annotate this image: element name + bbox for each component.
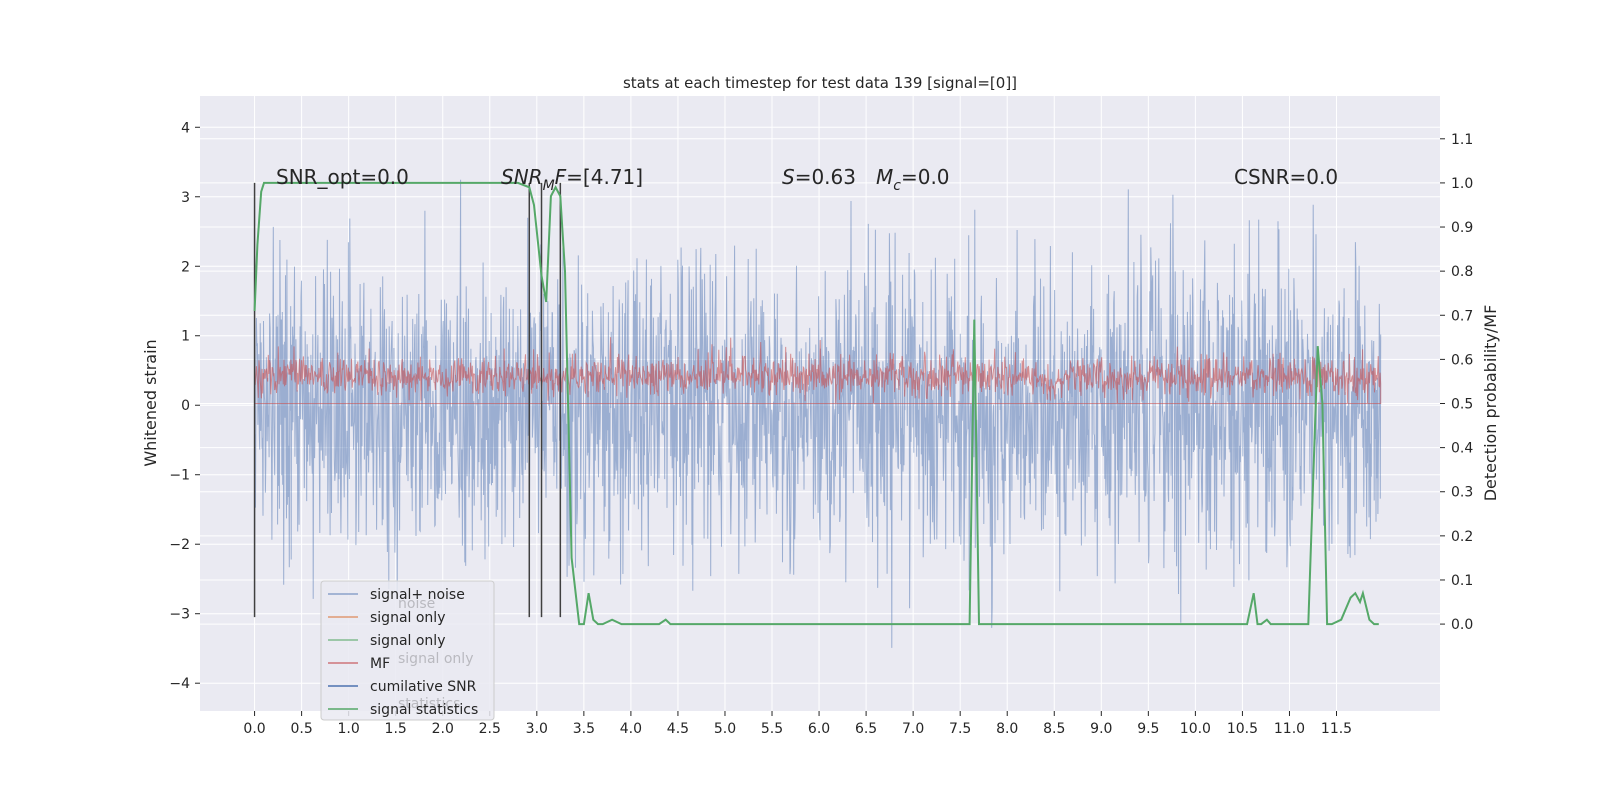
x-tick-label: 11.0 xyxy=(1274,721,1305,737)
annotation-snr-opt: SNR_opt=0.0 xyxy=(276,165,409,189)
y2-tick-label: 0.0 xyxy=(1451,617,1473,633)
y-tick-label: 2 xyxy=(181,259,190,275)
legend-label: signal only xyxy=(370,633,445,649)
x-tick-label: 5.0 xyxy=(714,721,736,737)
x-tick-label: 8.0 xyxy=(996,721,1018,737)
x-tick-label: 3.0 xyxy=(526,721,548,737)
y2-axis-ticks: 0.0 0.1 0.2 0.3 0.4 0.5 0.6 0.7 0.8 0.9 1.0 1.1 xyxy=(1440,132,1473,633)
y2-tick-label: 0.5 xyxy=(1451,397,1473,413)
y2-tick-label: 1.0 xyxy=(1451,176,1473,192)
y2-tick-label: 0.9 xyxy=(1451,220,1473,236)
x-tick-label: 10.0 xyxy=(1180,721,1211,737)
x-tick-label: 6.0 xyxy=(808,721,830,737)
legend-label: signal+ noise xyxy=(370,587,465,603)
series-mf xyxy=(254,337,1382,404)
y2-tick-label: 0.6 xyxy=(1451,352,1473,368)
legend-ghost-label: signal only xyxy=(398,651,473,667)
annotation-snr-mf: SNRMF=[4.71] xyxy=(501,165,643,194)
annotation-mc: Mc=0.0 xyxy=(876,165,950,194)
mf-line xyxy=(254,337,1382,404)
y-tick-label: −2 xyxy=(169,537,190,553)
x-tick-label: 7.0 xyxy=(902,721,924,737)
legend-label: signal only xyxy=(370,610,445,626)
y-tick-label: 1 xyxy=(181,329,190,345)
y-axis-ticks: −4 −3 −2 −1 0 1 2 3 4 xyxy=(169,120,200,692)
signal-statistics-line xyxy=(253,181,1379,626)
series-signal-statistics xyxy=(253,181,1379,626)
x-tick-label: 2.5 xyxy=(479,721,501,737)
y2-tick-label: 1.1 xyxy=(1451,132,1473,148)
y-tick-label: 3 xyxy=(181,190,190,206)
legend-label: signal statistics xyxy=(370,702,478,718)
x-tick-label: 6.5 xyxy=(855,721,877,737)
y-tick-label: −4 xyxy=(169,676,190,692)
x-tick-label: 0.5 xyxy=(290,721,312,737)
x-tick-label: 1.5 xyxy=(385,721,407,737)
signal-plus-noise-line xyxy=(254,179,1382,648)
y-tick-label: 4 xyxy=(181,120,190,136)
annotation-s: S=0.63 xyxy=(782,165,856,189)
x-tick-label: 1.0 xyxy=(338,721,360,737)
series-signal-plus-noise xyxy=(254,179,1382,648)
legend-label: cumilative SNR xyxy=(370,679,477,695)
legend-ghost-entries: noise signal only statistics xyxy=(398,596,473,712)
x-tick-label: 7.5 xyxy=(949,721,971,737)
legend-label: MF xyxy=(370,656,390,672)
y2-tick-label: 0.7 xyxy=(1451,308,1473,324)
x-tick-label: 2.0 xyxy=(432,721,454,737)
x-tick-label: 4.0 xyxy=(620,721,642,737)
annotation-csnr: CSNR=0.0 xyxy=(1234,165,1338,189)
x-tick-label: 5.5 xyxy=(761,721,783,737)
y2-tick-label: 0.4 xyxy=(1451,441,1473,457)
legend-box xyxy=(320,580,495,721)
x-tick-label: 0.0 xyxy=(243,721,265,737)
x-tick-label: 9.5 xyxy=(1137,721,1159,737)
y2-axis-label: Detection probability/MF xyxy=(1481,305,1500,502)
vertical-markers xyxy=(253,182,562,618)
x-tick-label: 11.5 xyxy=(1321,721,1352,737)
legend-ghost-label: statistics xyxy=(398,696,460,712)
y2-tick-label: 0.2 xyxy=(1451,529,1473,545)
y-tick-label: −1 xyxy=(169,468,190,484)
annotation-s-value: =0.63 xyxy=(795,165,856,189)
annotation-snr-mf-value: =[4.71] xyxy=(566,165,643,189)
y2-tick-label: 0.8 xyxy=(1451,264,1473,280)
x-tick-label: 4.5 xyxy=(667,721,689,737)
x-tick-label: 10.5 xyxy=(1227,721,1258,737)
x-tick-label: 9.0 xyxy=(1090,721,1112,737)
annotation-mc-value: =0.0 xyxy=(901,165,950,189)
legend-ghost-label: noise xyxy=(398,596,435,612)
x-tick-label: 8.5 xyxy=(1043,721,1065,737)
legend-entries: signal+ noise signal only signal only MF cum… xyxy=(328,587,478,718)
x-axis-ticks: 0.0 0.5 1.0 1.5 2.0 2.5 3.0 3.5 4.0 4.5 5.0 5.5 6.0 6… xyxy=(243,711,1352,737)
x-tick-label: 3.5 xyxy=(573,721,595,737)
y2-tick-label: 0.3 xyxy=(1451,485,1473,501)
chart-title: stats at each timestep for test data 139… xyxy=(623,74,1017,92)
y-tick-label: −3 xyxy=(169,607,190,623)
y-tick-label: 0 xyxy=(181,398,190,414)
y-axis-label: Whitened strain xyxy=(141,339,160,466)
y2-tick-label: 0.1 xyxy=(1451,573,1473,589)
